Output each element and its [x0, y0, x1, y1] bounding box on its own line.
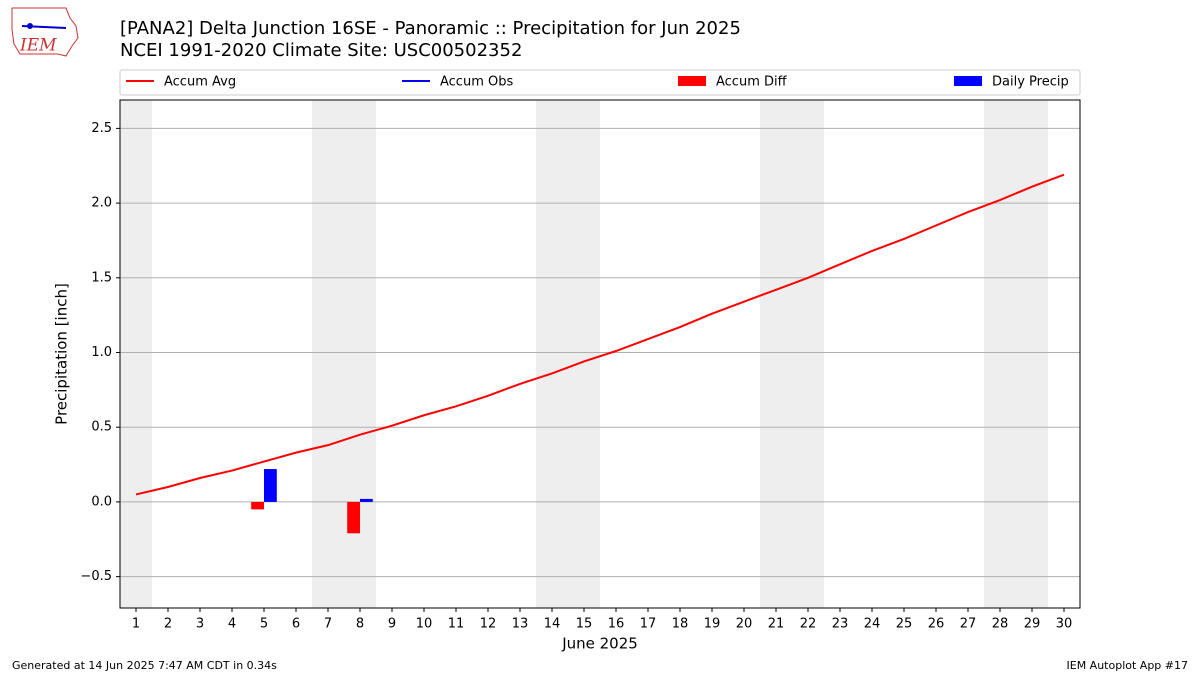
- y-tick-label: 2.5: [91, 121, 112, 136]
- weekend-shade: [984, 100, 1048, 608]
- x-tick-label: 29: [1024, 617, 1041, 632]
- legend-label: Daily Precip: [992, 75, 1069, 90]
- x-tick-label: 1: [132, 617, 140, 632]
- y-tick-label: −0.5: [80, 569, 112, 584]
- x-tick-label: 2: [164, 617, 172, 632]
- legend-swatch: [954, 76, 982, 86]
- x-tick-label: 11: [448, 617, 465, 632]
- chart-subtitle: NCEI 1991-2020 Climate Site: USC00502352: [120, 40, 522, 61]
- legend-label: Accum Obs: [440, 75, 513, 90]
- x-tick-label: 13: [512, 617, 529, 632]
- x-tick-label: 9: [388, 617, 396, 632]
- x-tick-label: 22: [800, 617, 817, 632]
- weekend-shade: [760, 100, 824, 608]
- x-axis-label: June 2025: [561, 635, 638, 653]
- x-tick-label: 4: [228, 617, 236, 632]
- footer-left: Generated at 14 Jun 2025 7:47 AM CDT in …: [12, 659, 277, 672]
- x-tick-label: 14: [544, 617, 561, 632]
- x-tick-label: 19: [704, 617, 721, 632]
- x-tick-label: 12: [480, 617, 497, 632]
- x-tick-label: 18: [672, 617, 689, 632]
- x-tick-label: 23: [832, 617, 849, 632]
- legend-swatch: [678, 76, 706, 86]
- x-tick-label: 27: [960, 617, 977, 632]
- footer-right: IEM Autoplot App #17: [1067, 659, 1189, 672]
- y-tick-label: 1.0: [91, 345, 112, 360]
- logo-outline: [11, 7, 79, 57]
- legend-label: Accum Diff: [716, 75, 788, 90]
- logo-dot: [27, 23, 33, 29]
- line: [135, 173, 1065, 496]
- legend-label: Accum Avg: [164, 75, 236, 90]
- x-tick-label: 3: [196, 617, 204, 632]
- y-axis-label: Precipitation [inch]: [53, 283, 71, 425]
- logo-text: IEM: [19, 36, 57, 56]
- x-tick-label: 28: [992, 617, 1009, 632]
- x-tick-label: 25: [896, 617, 913, 632]
- x-tick-label: 30: [1056, 617, 1073, 632]
- x-tick-label: 7: [324, 617, 332, 632]
- y-tick-label: 0.0: [91, 494, 112, 509]
- bar: [264, 469, 277, 502]
- y-tick-label: 2.0: [91, 196, 112, 211]
- x-tick-label: 6: [292, 617, 300, 632]
- x-tick-label: 26: [928, 617, 945, 632]
- plot-frame: [119, 99, 1081, 609]
- x-tick-label: 24: [864, 617, 881, 632]
- y-tick-label: 0.5: [91, 420, 112, 435]
- logo: IEM: [11, 7, 79, 57]
- weekend-shade: [312, 100, 376, 608]
- bar: [251, 501, 264, 510]
- x-tick-label: 10: [416, 617, 433, 632]
- y-tick-label: 1.5: [91, 270, 112, 285]
- x-tick-label: 21: [768, 617, 785, 632]
- x-tick-label: 16: [608, 617, 625, 632]
- legend-box: [119, 69, 1081, 96]
- weekend-shade: [120, 100, 152, 608]
- chart-title: [PANA2] Delta Junction 16SE - Panoramic …: [120, 18, 741, 39]
- x-tick-label: 8: [356, 617, 364, 632]
- x-tick-label: 5: [260, 617, 268, 632]
- bar: [360, 498, 373, 502]
- weekend-shade: [536, 100, 600, 608]
- x-tick-label: 20: [736, 617, 753, 632]
- bar: [347, 501, 360, 534]
- x-tick-label: 17: [640, 617, 657, 632]
- x-tick-label: 15: [576, 617, 593, 632]
